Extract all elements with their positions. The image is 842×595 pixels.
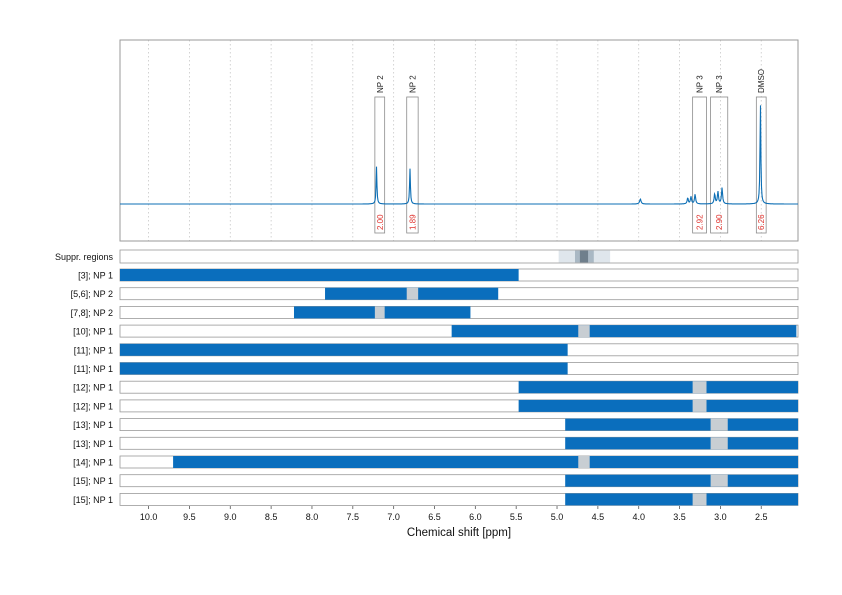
peak-label: NP 2 xyxy=(408,75,417,93)
condition-row: [5,6]; NP 2 xyxy=(71,287,799,301)
row-bar xyxy=(173,456,799,468)
x-tick-label: 2.5 xyxy=(755,512,768,522)
x-tick-label: 6.5 xyxy=(428,512,441,522)
row-label: [12]; NP 1 xyxy=(73,401,113,411)
condition-row: [12]; NP 1 xyxy=(73,399,799,413)
row-bar xyxy=(565,418,798,431)
row-gap xyxy=(710,418,728,431)
x-tick-label: 7.0 xyxy=(387,512,400,522)
peak-label: NP 2 xyxy=(376,75,385,93)
grid-lines xyxy=(148,40,762,241)
peak-window xyxy=(692,96,707,234)
condition-row: [11]; NP 1 xyxy=(74,362,799,375)
peak-label: NP 3 xyxy=(696,75,705,93)
row-label: [13]; NP 1 xyxy=(73,420,113,430)
row-label: [13]; NP 1 xyxy=(73,439,113,449)
x-tick-label: 5.5 xyxy=(510,512,523,522)
row-bar xyxy=(518,381,798,394)
row-label: [15]; NP 1 xyxy=(73,495,113,505)
row-gap xyxy=(692,399,707,412)
peak-window xyxy=(710,96,729,234)
x-axis: 10.0 9.5 9.0 8.5 8.0 7.5 7.0 6.5 6.0 5.5 5.0 4.5 4.0… xyxy=(140,506,768,522)
peak-window xyxy=(406,96,419,234)
condition-rows: [3]; NP 1 [5,6]; NP 2 [7,8]; NP 2 [10]; NP … xyxy=(71,268,799,506)
condition-row: [11]; NP 1 xyxy=(74,343,799,357)
x-tick-label: 9.5 xyxy=(183,512,196,522)
suppr-region-dark xyxy=(579,250,589,263)
condition-row: [10]; NP 1 xyxy=(73,324,799,338)
x-tick-label: 3.0 xyxy=(714,512,727,522)
row-gap xyxy=(374,306,385,319)
row-gap xyxy=(692,381,707,394)
condition-row: [3]; NP 1 xyxy=(78,268,799,282)
row-gap xyxy=(692,493,707,506)
row-label: [10]; NP 1 xyxy=(73,327,113,337)
row-label: [15]; NP 1 xyxy=(73,476,113,486)
row-label: [3]; NP 1 xyxy=(78,271,113,281)
row-bar xyxy=(518,399,798,412)
row-bar xyxy=(565,493,798,506)
condition-row: [13]; NP 1 xyxy=(73,418,799,432)
peak-window xyxy=(755,96,767,234)
condition-row: [15]; NP 1 xyxy=(73,474,799,488)
row-label: [11]; NP 1 xyxy=(74,364,113,374)
row-gap xyxy=(710,437,728,450)
condition-row: [7,8]; NP 2 xyxy=(71,305,799,319)
row-gap xyxy=(406,287,419,300)
peak-annotations: NP 2 2.00 NP 2 1.89 NP 3 2.92 NP 3 2.90 DMSO 6.26 xyxy=(374,69,767,234)
peak-window xyxy=(374,96,386,234)
suppressed-regions-row: Suppr. regions xyxy=(55,249,799,264)
x-tick-label: 7.5 xyxy=(347,512,360,522)
x-tick-label: 4.5 xyxy=(592,512,605,522)
row-gap xyxy=(710,474,728,487)
x-tick-label: 9.0 xyxy=(224,512,237,522)
peak-label: DMSO xyxy=(757,69,766,93)
x-tick-label: 3.5 xyxy=(673,512,686,522)
peak-integral: 2.00 xyxy=(376,214,385,230)
row-bar xyxy=(451,325,797,338)
spectrum-trace xyxy=(120,105,798,205)
row-bar xyxy=(120,269,519,281)
row-bar xyxy=(120,362,568,375)
row-label: [5,6]; NP 2 xyxy=(71,289,113,299)
x-tick-label: 8.0 xyxy=(306,512,319,522)
row-gap xyxy=(578,325,590,338)
row-label: [7,8]; NP 2 xyxy=(71,308,113,318)
condition-row: [15]; NP 1 xyxy=(73,492,799,506)
row-bar xyxy=(120,343,568,356)
x-tick-label: 8.5 xyxy=(265,512,278,522)
x-tick-label: 10.0 xyxy=(140,512,158,522)
row-label: [12]; NP 1 xyxy=(73,383,113,393)
row-bar xyxy=(565,474,798,487)
x-tick-label: 5.0 xyxy=(551,512,564,522)
peak-label: NP 3 xyxy=(715,75,724,93)
x-tick-label: 6.0 xyxy=(469,512,482,522)
row-gap xyxy=(578,456,590,468)
peak-integral: 2.92 xyxy=(696,214,705,230)
condition-row: [12]; NP 1 xyxy=(73,380,799,394)
peak-integral: 2.90 xyxy=(715,214,724,230)
x-axis-title: Chemical shift [ppm] xyxy=(407,527,511,539)
x-tick-label: 4.0 xyxy=(632,512,645,522)
row-bar xyxy=(565,437,798,450)
row-label: [11]; NP 1 xyxy=(74,345,113,355)
suppr-label: Suppr. regions xyxy=(55,252,114,262)
spectrum-panel xyxy=(119,39,799,242)
peak-integral: 1.89 xyxy=(408,214,417,230)
peak-integral: 6.26 xyxy=(757,214,766,230)
condition-row: [14]; NP 1 xyxy=(73,455,799,469)
suppr-frame xyxy=(119,249,799,264)
condition-row: [13]; NP 1 xyxy=(73,436,799,450)
row-label: [14]; NP 1 xyxy=(73,458,113,468)
